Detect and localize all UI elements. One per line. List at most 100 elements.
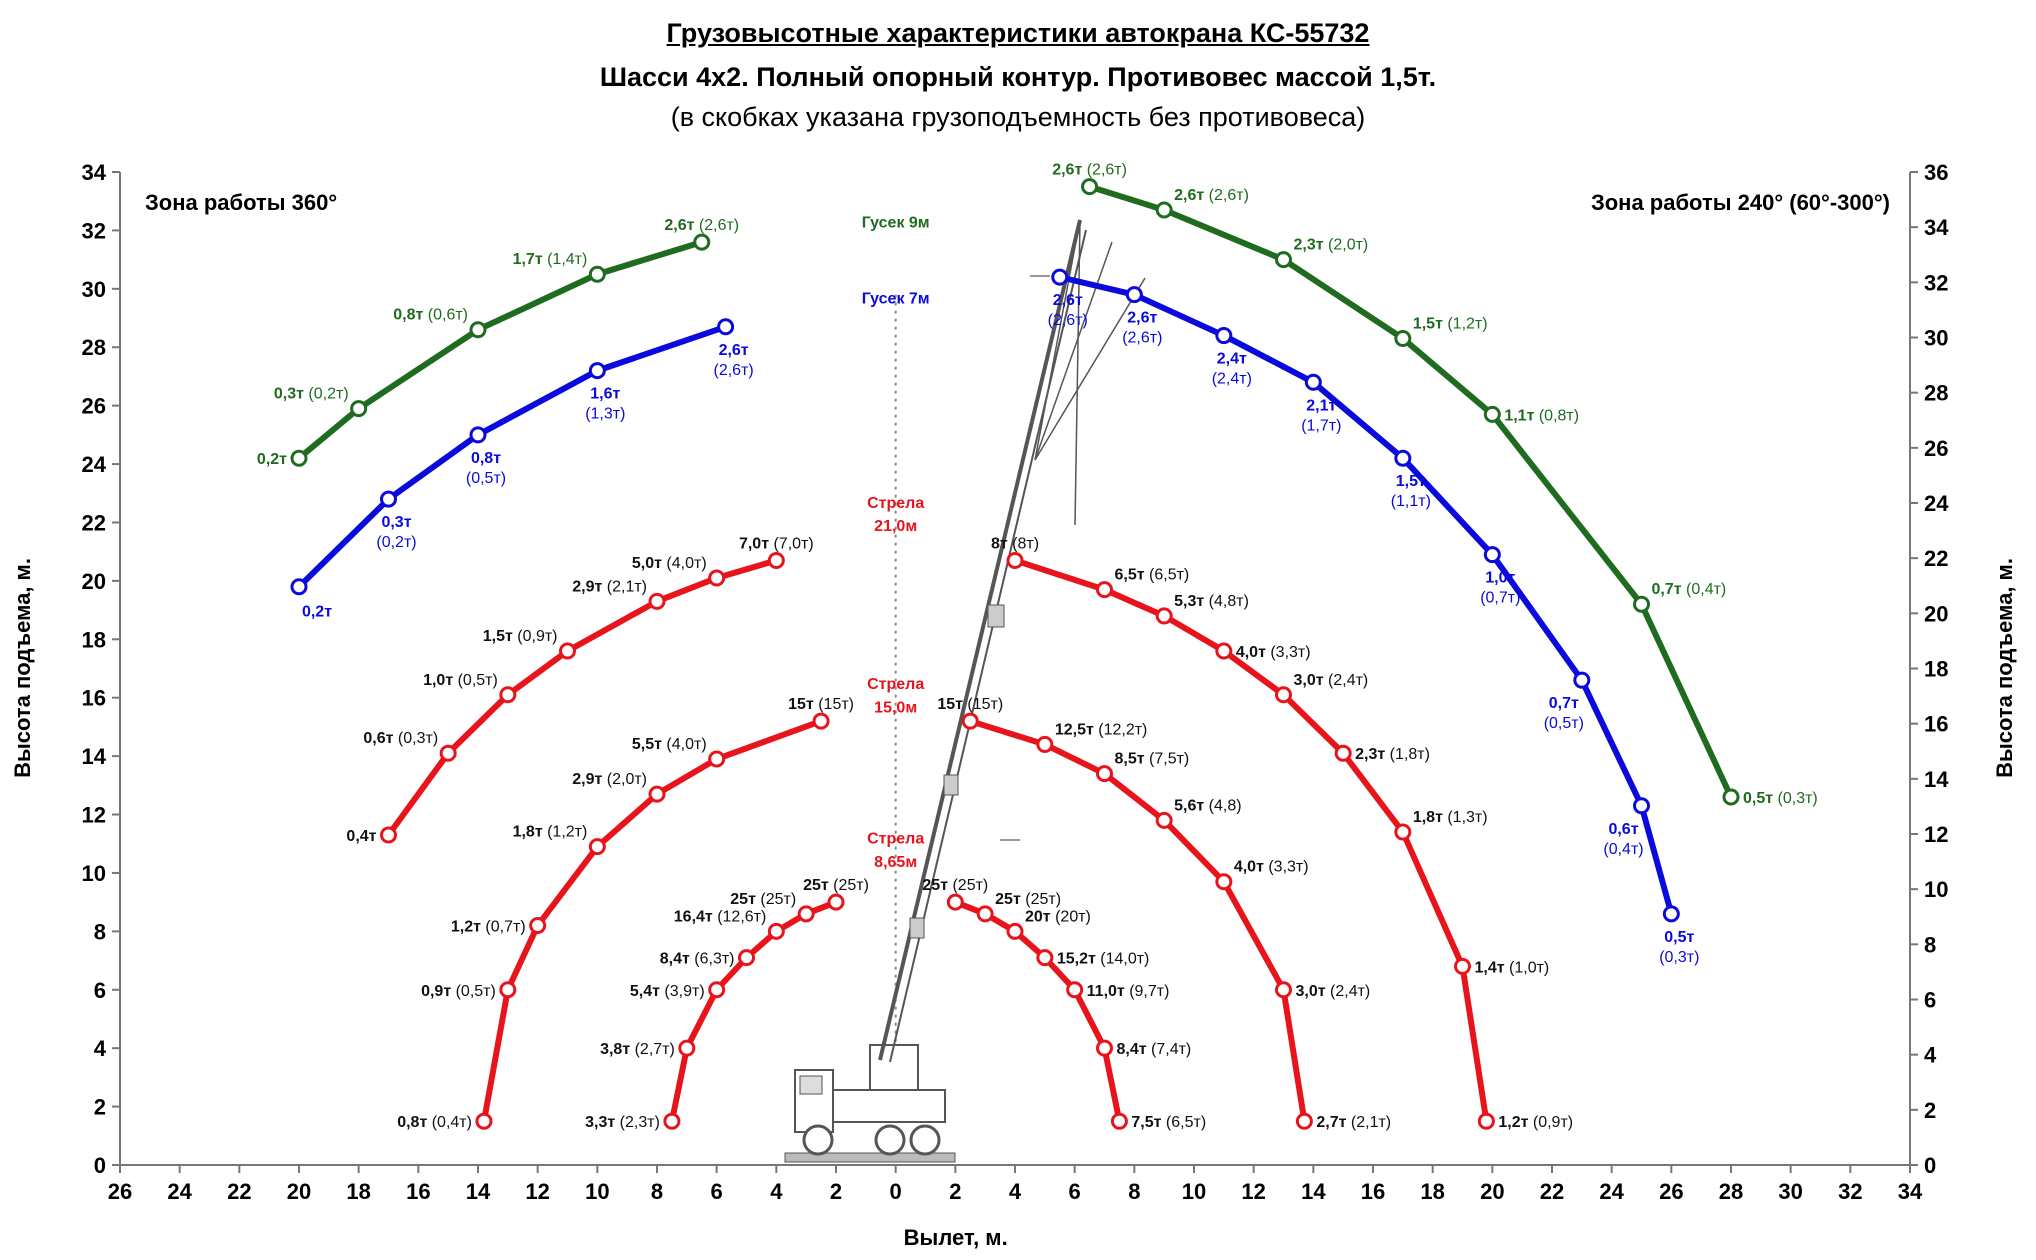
data-label: 1,0т (0,5т) (423, 672, 498, 689)
data-label: 2,7т (2,1т) (1316, 1114, 1391, 1131)
crane-drawing (784, 219, 1146, 1163)
data-point (1155, 607, 1173, 625)
center-label: 15,0м (874, 699, 917, 716)
data-label: 0,3т (0,2т) (274, 386, 349, 403)
data-point (678, 1039, 696, 1057)
data-point (812, 712, 830, 730)
x-tick-label: 14 (466, 1179, 491, 1204)
data-point (475, 1112, 493, 1130)
y-tick-label-right: 8 (1924, 932, 1936, 957)
data-label: 1,6т (590, 386, 620, 403)
data-point (1633, 797, 1650, 815)
y-tick-label-left: 24 (82, 452, 107, 477)
data-label: 1,1т (0,8т) (1504, 407, 1579, 424)
data-point (1215, 873, 1233, 891)
data-point (1483, 546, 1501, 564)
data-label: 1,8т (1,2т) (513, 824, 588, 841)
data-label-sub: (2,6т) (1048, 312, 1088, 329)
y-tick-label-right: 20 (1924, 601, 1948, 626)
y-tick-label-right: 0 (1924, 1153, 1936, 1178)
y-tick-label-right: 36 (1924, 160, 1948, 185)
y-tick-label-right: 12 (1924, 822, 1948, 847)
data-point (767, 922, 785, 940)
x-tick-label: 20 (287, 1179, 311, 1204)
data-label: 1,5т (1,2т) (1413, 315, 1488, 332)
data-label: 8т (8т) (991, 535, 1039, 552)
data-label: 5,6т (4,8) (1174, 797, 1241, 814)
data-point (1051, 268, 1069, 286)
data-label: 2,6т (2,6т) (1174, 187, 1249, 204)
data-point (588, 265, 606, 283)
x-tick-label: 2 (949, 1179, 961, 1204)
crane-wheel (874, 1124, 906, 1156)
data-point (1036, 735, 1054, 753)
data-point (1304, 373, 1322, 391)
data-label: 2,4т (1217, 351, 1247, 368)
data-label: 5,0т (4,0т) (632, 555, 707, 572)
data-label-sub: (0,7т) (1480, 590, 1520, 607)
y-tick-label-left: 12 (82, 803, 106, 828)
data-label: 0,7т (0,4т) (1652, 581, 1727, 598)
data-point (1454, 957, 1471, 975)
data-label-sub: (2,4т) (1212, 371, 1252, 388)
data-point (469, 426, 487, 444)
data-point (588, 838, 606, 856)
data-point (708, 569, 726, 587)
x-tick-label: 4 (770, 1179, 783, 1204)
crane-cab-window (799, 1075, 823, 1095)
data-label: 2,6т (2,6т) (1052, 162, 1127, 179)
x-tick-label: 34 (1898, 1179, 1923, 1204)
y-tick-label-right: 34 (1924, 215, 1949, 240)
data-point (827, 893, 845, 911)
x-tick-label: 16 (406, 1179, 430, 1204)
data-label: 3,8т (2,7т) (600, 1041, 675, 1058)
data-label: 1,5т (1396, 473, 1426, 490)
data-point (1295, 1112, 1313, 1130)
center-label: Стрела (867, 676, 924, 693)
data-point (693, 233, 711, 251)
series-line (1056, 274, 1675, 917)
data-label: 2,6т (2,6т) (664, 217, 739, 234)
x-tick-label: 30 (1778, 1179, 1802, 1204)
y-tick-label-left: 32 (82, 218, 106, 243)
chart-title: Грузовысотные характеристики автокрана К… (666, 18, 1370, 48)
x-tick-label: 12 (1241, 1179, 1265, 1204)
x-tick-label: 22 (227, 1179, 251, 1204)
data-label: 7,0т (7,0т) (739, 535, 814, 552)
data-label-sub: (1,3т) (585, 406, 625, 423)
crane-hook-block (943, 774, 959, 796)
data-label-sub: (0,2т) (376, 534, 416, 551)
data-point (708, 981, 726, 999)
y-tick-label-left: 0 (94, 1153, 106, 1178)
data-point (380, 826, 397, 844)
data-label-sub: (1,1т) (1391, 493, 1431, 510)
data-label: 20т (20т) (1025, 908, 1091, 925)
data-point (648, 785, 666, 803)
y-tick-label-left: 28 (82, 335, 106, 360)
y-tick-label-right: 10 (1924, 877, 1948, 902)
data-label-sub: (0,4т) (1603, 841, 1643, 858)
zone-label-240: Зона работы 240° (60°-300°) (1591, 190, 1890, 215)
x-tick-label: 26 (108, 1179, 132, 1204)
data-label: 1,4т (1,0т) (1475, 959, 1550, 976)
y-tick-label-right: 4 (1924, 1043, 1937, 1068)
data-label: 4,0т (3,3т) (1234, 859, 1309, 876)
center-label: Гусек 7м (862, 290, 930, 307)
center-label: Стрела (867, 831, 924, 848)
x-tick-label: 32 (1838, 1179, 1862, 1204)
y-tick-label-left: 8 (94, 919, 106, 944)
data-label: 5,3т (4,8т) (1174, 593, 1249, 610)
data-point (663, 1112, 681, 1130)
data-point (1155, 201, 1173, 219)
data-label: 16,4т (12,6т) (674, 908, 767, 925)
data-point (499, 686, 517, 704)
crane-wheel (909, 1124, 941, 1156)
chart-note: (в скобках указана грузоподъемность без … (670, 102, 1366, 132)
data-label-sub: (0,5т) (1544, 715, 1584, 732)
data-point (380, 490, 397, 508)
data-label: 15т (15т) (788, 696, 854, 713)
data-label: 0,5т (1664, 929, 1694, 946)
x-tick-label: 10 (1182, 1179, 1206, 1204)
y-tick-label-left: 14 (82, 744, 107, 769)
chart-subtitle: Шасси 4х2. Полный опорный контур. Против… (599, 62, 1437, 92)
